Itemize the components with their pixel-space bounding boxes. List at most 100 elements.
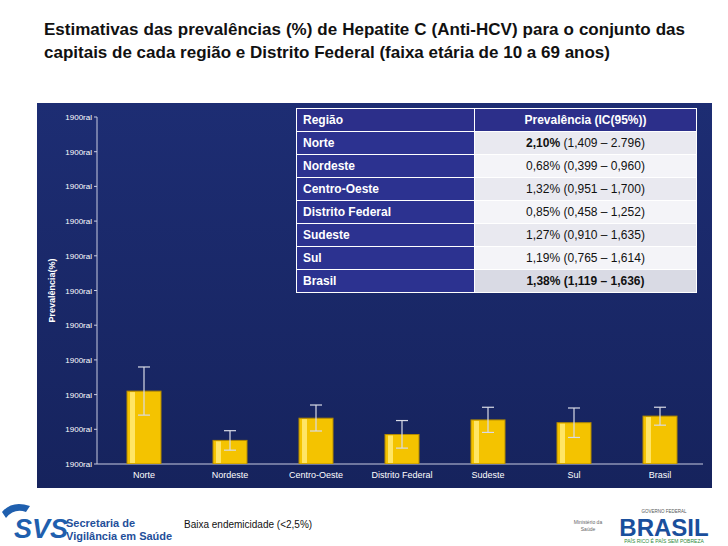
error-bar (654, 407, 666, 425)
error-bar-stem (315, 405, 316, 431)
bar-highlight (474, 421, 479, 463)
cell-text: Norte (303, 136, 334, 150)
table-cell: Sul (297, 247, 475, 270)
error-bar-cap-high (224, 430, 236, 431)
table-cell: 0,68% (0,399 – 0,960) (475, 155, 697, 178)
cell-text: Nordeste (303, 159, 355, 173)
cell-text: Centro-Oeste (303, 182, 379, 196)
error-bar-cap-high (654, 407, 666, 408)
error-bar (396, 421, 408, 449)
error-bar-stem (573, 408, 574, 437)
cell-text: (1,119 – 1,636) (564, 274, 645, 288)
cell-text: Sudeste (303, 228, 350, 242)
cell-text: (0,458 – 1,252) (563, 205, 644, 219)
table-cell: 0,85% (0,458 – 1,252) (475, 201, 697, 224)
error-bar (138, 367, 150, 415)
bars (127, 367, 677, 464)
table-cell: 1,32% (0,951 – 1,700) (475, 178, 697, 201)
cell-text: 1,19% (526, 251, 560, 265)
table-cell: Norte (297, 132, 475, 155)
error-bar-cap-low (482, 432, 494, 433)
table-row: Centro-Oeste 1,32% (0,951 – 1,700) (297, 178, 697, 201)
error-bar (482, 407, 494, 432)
bar-highlight (302, 419, 307, 463)
y-tick-label: 1900ral (65, 148, 92, 157)
error-bar (224, 431, 236, 450)
x-tick-label: Norte (133, 470, 155, 480)
error-bar-cap-low (396, 448, 408, 449)
error-bar-cap-low (138, 415, 150, 416)
y-tick-label: 1900ral (65, 287, 92, 296)
table-cell: Centro-Oeste (297, 178, 475, 201)
y-tick-label: 1900ral (65, 356, 92, 365)
cell-text: 1,38% (526, 274, 560, 288)
y-tick-label: 1900ral (65, 425, 92, 434)
table-cell: 1,38% (1,119 – 1,636) (475, 270, 697, 293)
ministry-logo: Saúde (581, 526, 596, 532)
table-cell: Prevalência (IC(95%)) (475, 109, 697, 132)
table-cell: Distrito Federal (297, 201, 475, 224)
brasil-slogan: PAÍS RICO É PAÍS SEM POBREZA (624, 538, 704, 544)
prevalence-table: Região Prevalência (IC(95%)) Norte 2,10% (1… (296, 108, 697, 293)
title: Estimativas das prevalências (%) de Hepa… (44, 18, 685, 64)
cell-text: (0,951 – 1,700) (563, 182, 644, 196)
table-row: Nordeste 0,68% (0,399 – 0,960) (297, 155, 697, 178)
table-cell: Nordeste (297, 155, 475, 178)
table-cell: Região (297, 109, 475, 132)
table-row: Norte 2,10% (1,409 – 2.796) (297, 132, 697, 155)
error-bar-stem (659, 407, 660, 425)
cell-text: Prevalência (IC(95%)) (524, 113, 646, 127)
svs-logo: SVS (14, 514, 68, 544)
y-tick-label: 1900ral (65, 113, 92, 122)
y-tick-label: 1900ral (65, 182, 92, 191)
bar-highlight (388, 436, 393, 463)
error-bar-stem (401, 421, 402, 449)
table-cell: Sudeste (297, 224, 475, 247)
table-cell: 2,10% (1,409 – 2.796) (475, 132, 697, 155)
table-row: Sul 1,19% (0,765 – 1,614) (297, 247, 697, 270)
cell-text: 0,85% (526, 205, 560, 219)
bar-highlight (560, 424, 565, 463)
error-bar-cap-high (568, 407, 580, 408)
cell-text: (1,409 – 2.796) (563, 136, 644, 150)
cell-text: (0,399 – 0,960) (563, 159, 644, 173)
brasil-logo: BRASIL (619, 514, 708, 541)
cell-text: (0,765 – 1,614) (563, 251, 644, 265)
bar-highlight (216, 441, 221, 463)
ministry-logo: Ministério da (574, 519, 603, 525)
error-bar (310, 405, 322, 431)
error-bar-stem (143, 367, 144, 415)
x-tick-label: Nordeste (212, 470, 249, 480)
cell-text: Região (303, 113, 343, 127)
error-bar (568, 408, 580, 437)
cell-text: Distrito Federal (303, 205, 391, 219)
x-tick-label: Centro-Oeste (289, 470, 343, 480)
y-tick-label: 1900ral (65, 252, 92, 261)
error-bar-stem (487, 407, 488, 432)
bar-highlight (646, 417, 651, 463)
table-cell: 1,19% (0,765 – 1,614) (475, 247, 697, 270)
cell-text: Sul (303, 251, 322, 265)
error-bar-cap-low (224, 450, 236, 451)
bar-highlight (130, 392, 135, 463)
svs-name: Vigilância em Saúde (66, 530, 172, 542)
y-tick-label: 1900ral (65, 460, 92, 469)
cell-text: 1,32% (526, 182, 560, 196)
error-bar-cap-high (310, 404, 322, 405)
error-bar-cap-high (138, 366, 150, 367)
table-header: Região Prevalência (IC(95%)) (297, 109, 697, 132)
cell-text: (0,910 – 1,635) (563, 228, 644, 242)
cell-text: Brasil (303, 274, 336, 288)
error-bar-cap-high (482, 407, 494, 408)
cell-text: 0,68% (526, 159, 560, 173)
table-cell: Brasil (297, 270, 475, 293)
y-tick-label: 1900ral (65, 321, 92, 330)
error-bar-cap-high (396, 420, 408, 421)
table-body: Região Prevalência (IC(95%)) Norte 2,10% (1… (297, 109, 697, 293)
cell-text: 2,10% (526, 136, 560, 150)
x-tick-label: Distrito Federal (371, 470, 432, 480)
x-tick-label: Sul (567, 470, 580, 480)
svs-name: Secretaria de (66, 517, 135, 529)
error-bar-cap-low (568, 437, 580, 438)
y-tick-label: 1900ral (65, 217, 92, 226)
